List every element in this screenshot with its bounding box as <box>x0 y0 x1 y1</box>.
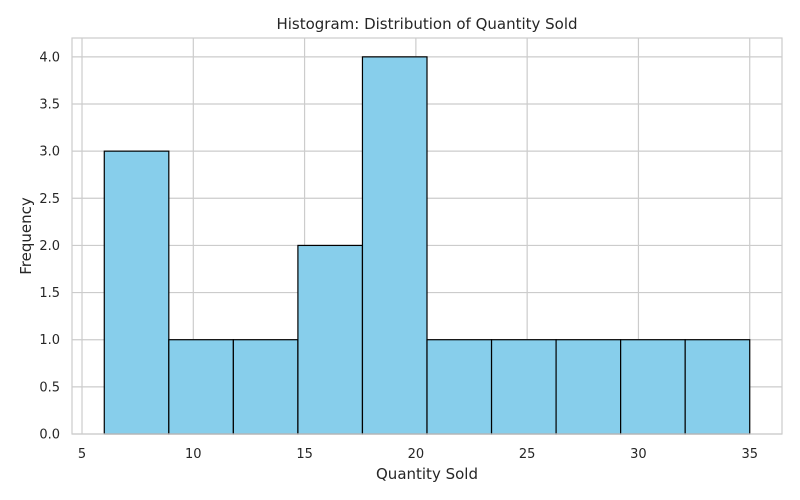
x-tick-label: 25 <box>519 447 536 462</box>
x-tick-label: 10 <box>185 447 202 462</box>
x-axis-label: Quantity Sold <box>376 465 478 483</box>
y-tick-label: 0.0 <box>39 428 60 443</box>
x-tick-label: 20 <box>408 447 425 462</box>
plot-frame <box>71 37 783 435</box>
bar-layer <box>103 56 751 435</box>
y-tick-label: 4.0 <box>39 50 60 65</box>
y-tick-label: 2.0 <box>39 239 60 254</box>
y-tick-label: 1.5 <box>39 286 60 301</box>
histogram-bar <box>168 339 234 435</box>
tick-layer: 5 10 15 20 25 30 35 0.0 0.5 1.0 1.5 2.0 2.5 3.0 3.5 4.0 <box>39 50 758 462</box>
y-tick-label: 3.5 <box>39 98 60 113</box>
histogram-bar <box>620 339 686 435</box>
histogram-bar <box>684 339 751 435</box>
y-tick-label: 0.5 <box>39 380 60 395</box>
y-tick-label: 2.5 <box>39 192 60 207</box>
histogram-bar <box>490 339 557 435</box>
histogram-bar <box>426 339 493 435</box>
y-tick-label: 3.0 <box>39 145 60 160</box>
x-tick-label: 30 <box>630 447 647 462</box>
histogram-bar <box>361 56 428 435</box>
histogram-bar <box>103 150 170 435</box>
x-tick-label: 35 <box>741 447 758 462</box>
chart-title: Histogram: Distribution of Quantity Sold <box>276 15 577 33</box>
x-tick-label: 15 <box>296 447 313 462</box>
histogram-bar <box>232 339 299 435</box>
histogram-bar <box>555 339 622 435</box>
y-axis-label: Frequency <box>17 197 35 275</box>
y-tick-label: 1.0 <box>39 333 60 348</box>
x-tick-label: 5 <box>78 447 86 462</box>
histogram-bar <box>297 244 364 435</box>
